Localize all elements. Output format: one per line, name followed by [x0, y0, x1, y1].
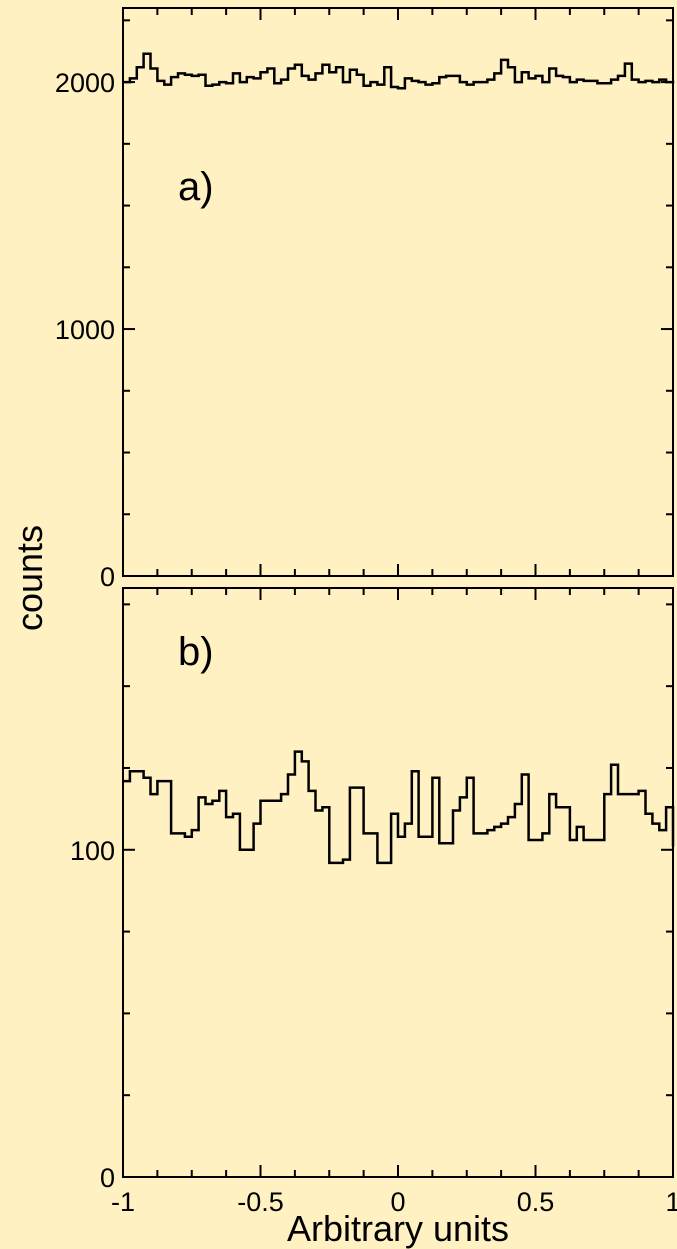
x-tick-label: -0.5 [237, 1187, 284, 1217]
histogram-line [123, 52, 675, 90]
panel-label: a) [178, 165, 214, 209]
panel-a: 0 1000 2000 a) [55, 7, 675, 592]
plot-frame [122, 587, 674, 1178]
y-tick-label: 0 [100, 1163, 115, 1193]
x-axis-label: Arbitrary units [287, 1208, 509, 1249]
y-tick-label: 2000 [55, 68, 115, 98]
x-tick-label: 0.5 [517, 1187, 555, 1217]
y-tick-label: 0 [100, 562, 115, 592]
x-tick-label: 0 [390, 1187, 405, 1217]
panel-label: b) [178, 630, 214, 674]
y-tick-label: 100 [70, 836, 115, 866]
panel-b: 0 100 -1 -0.5 0 0.5 1 b) [70, 587, 677, 1217]
y-tick-label: 1000 [55, 315, 115, 345]
x-tick-label: -1 [111, 1187, 135, 1217]
y-axis-label: counts [9, 525, 50, 631]
x-tick-label: 1 [665, 1187, 677, 1217]
histogram-line [123, 750, 675, 865]
plot-frame [122, 7, 674, 577]
